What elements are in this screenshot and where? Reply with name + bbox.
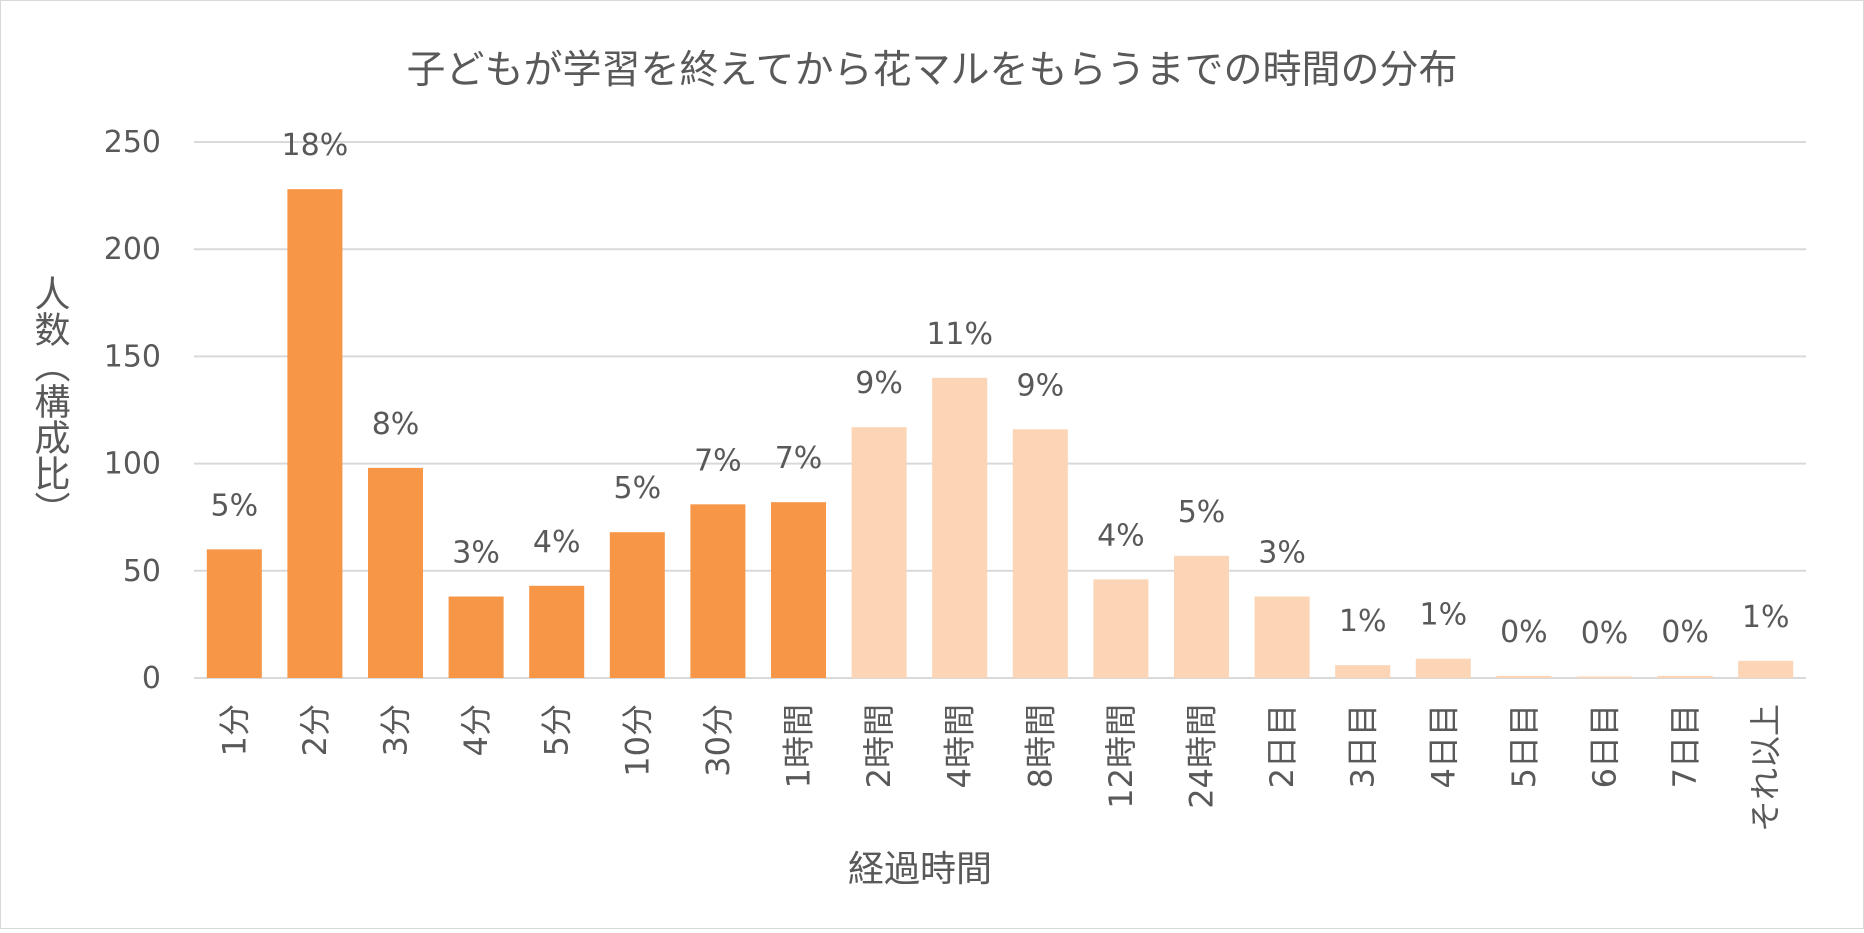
y-axis-title: 人数（構成比） — [29, 275, 71, 527]
chart-title: 子どもが学習を終えてから花マルをもらうまでの時間の分布 — [406, 48, 1457, 93]
bar — [932, 377, 988, 678]
y-axis-ticks: 0 50 100 150 200 250 — [104, 125, 161, 696]
data-label: 0% — [1500, 615, 1548, 650]
x-tick-label: 12時間 — [1102, 704, 1140, 809]
x-tick-label: 3分 — [377, 704, 415, 756]
data-label: 8% — [372, 407, 420, 442]
bar — [1657, 675, 1713, 678]
bar — [368, 467, 423, 678]
bar — [1254, 596, 1310, 678]
x-tick-label: 4日目 — [1424, 704, 1462, 788]
x-tick-label: 5日目 — [1505, 704, 1543, 788]
x-tick-label: 1分 — [215, 704, 253, 756]
bar — [1496, 675, 1552, 678]
gridlines — [194, 141, 1806, 679]
data-label: 5% — [1178, 495, 1226, 530]
x-tick-label: 1時間 — [780, 704, 818, 788]
bar — [609, 532, 665, 678]
x-tick-label: 2分 — [296, 704, 334, 756]
bar — [1738, 660, 1794, 678]
data-label: 18% — [282, 128, 349, 163]
y-tick-label: 250 — [104, 125, 161, 160]
y-tick-label: 150 — [104, 339, 161, 374]
x-tick-label: 4分 — [457, 704, 495, 756]
data-label: 9% — [1017, 368, 1065, 403]
bars — [206, 189, 1794, 678]
y-tick-label: 0 — [142, 661, 161, 696]
bar — [1012, 429, 1068, 678]
bar — [529, 585, 585, 678]
data-label: 0% — [1581, 616, 1629, 651]
bar — [851, 427, 907, 678]
bar — [1093, 579, 1149, 678]
data-label: 3% — [1258, 536, 1306, 571]
bar — [690, 504, 746, 678]
x-axis-title: 経過時間 — [848, 849, 992, 890]
data-label: 0% — [1661, 615, 1709, 650]
x-tick-label: 24時間 — [1183, 704, 1221, 809]
data-label: 7% — [775, 441, 823, 476]
x-tick-label: 3日目 — [1344, 704, 1382, 788]
data-label: 1% — [1339, 604, 1387, 639]
data-label: 5% — [614, 471, 662, 506]
data-label: 4% — [1097, 518, 1145, 553]
x-tick-label: 2時間 — [860, 704, 898, 788]
data-label: 4% — [533, 525, 581, 560]
x-tick-label: 7日目 — [1666, 704, 1704, 788]
y-tick-label: 100 — [104, 447, 161, 482]
data-label: 3% — [452, 536, 500, 571]
data-label: 1% — [1742, 600, 1790, 635]
x-tick-label: 4時間 — [941, 704, 979, 788]
x-axis-ticks: 1分 2分 3分 4分 5分 10分 30分 1時間 2時間 4時間 8時間 12時間 24時間 2日目 3… — [215, 704, 1784, 832]
bar — [1335, 665, 1391, 678]
x-tick-label: 2日目 — [1263, 704, 1301, 788]
x-tick-label: 6日目 — [1586, 704, 1624, 788]
data-label: 1% — [1420, 598, 1468, 633]
bar — [1577, 676, 1632, 678]
y-tick-label: 200 — [104, 232, 161, 267]
bar — [1174, 555, 1229, 678]
data-labels: 5% 18% 8% 3% 4% 5% 7% 7% 9% 11% 9% 4% 5% 3% 1% 1% 0% 0% 0%… — [211, 128, 1790, 651]
x-tick-label: 30分 — [699, 704, 737, 777]
data-label: 5% — [211, 488, 259, 523]
x-tick-label: 10分 — [618, 704, 656, 777]
x-tick-label: それ以上 — [1747, 704, 1785, 832]
bar — [287, 189, 343, 678]
bar — [1415, 658, 1471, 678]
y-tick-label: 50 — [123, 554, 161, 589]
bar — [448, 596, 504, 678]
x-tick-label: 8時間 — [1021, 704, 1059, 788]
data-label: 11% — [926, 317, 993, 352]
x-tick-label: 5分 — [538, 704, 576, 756]
bar — [206, 549, 262, 678]
data-label: 7% — [694, 443, 742, 478]
data-label: 9% — [855, 366, 903, 401]
bar — [771, 502, 826, 678]
